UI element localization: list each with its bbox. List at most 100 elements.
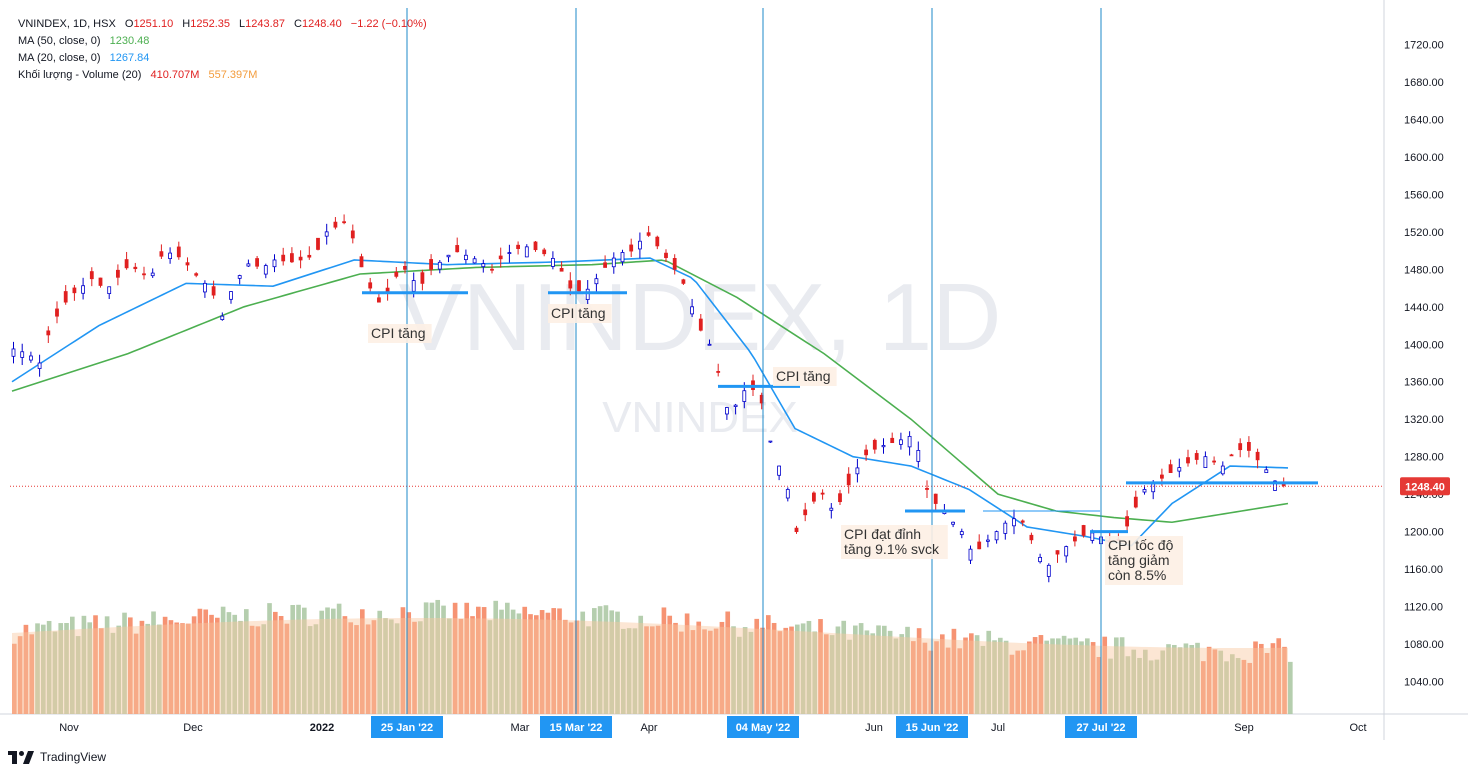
- low-label: L: [239, 18, 246, 30]
- volume-bar: [702, 629, 707, 714]
- volume-bar: [151, 611, 156, 714]
- volume-bar: [191, 616, 197, 714]
- candle: [916, 450, 921, 462]
- open-value: 1251.10: [133, 18, 174, 30]
- x-tick-label: Jul: [991, 722, 1005, 734]
- volume-bar: [754, 618, 760, 714]
- annotation-text: tăng giảm: [1108, 552, 1169, 568]
- candle: [1229, 454, 1234, 457]
- volume-bar: [974, 635, 980, 714]
- candle: [690, 306, 694, 315]
- candle: [359, 256, 364, 268]
- candle: [1081, 525, 1086, 536]
- volume-bar: [104, 616, 110, 714]
- volume-bar: [777, 631, 783, 714]
- volume-bar: [684, 613, 690, 714]
- volume-bar: [870, 633, 876, 714]
- volume-bar: [719, 621, 725, 714]
- event-markers: 25 Jan '22 CPI tăng 15 Mar '22 CPI tăng 04 M…: [362, 8, 1183, 738]
- candle: [638, 240, 642, 250]
- volume-bar: [238, 620, 243, 714]
- volume-bar: [365, 624, 371, 714]
- volume-bar: [545, 612, 551, 714]
- volume-bar: [661, 607, 667, 714]
- volume-bar: [1172, 644, 1177, 714]
- candle: [124, 259, 129, 269]
- candle: [185, 262, 190, 266]
- candle: [594, 278, 599, 285]
- candle: [490, 268, 494, 271]
- volume-bar: [197, 608, 203, 714]
- volume-bar: [273, 611, 278, 714]
- volume-bar: [528, 614, 533, 714]
- candle: [794, 527, 799, 533]
- volume-bar: [452, 602, 458, 714]
- tradingview-logo[interactable]: TradingView: [8, 750, 106, 764]
- volume-bar: [1253, 641, 1258, 714]
- y-tick-label: 1280.00: [1404, 452, 1444, 464]
- volume-bar: [1038, 635, 1044, 714]
- volume-bar: [580, 611, 586, 714]
- y-tick-label: 1640.00: [1404, 114, 1444, 126]
- volume-bar: [1137, 657, 1142, 714]
- candle: [1046, 564, 1051, 577]
- candle: [1220, 465, 1225, 475]
- candle: [176, 246, 181, 258]
- volume-bar: [638, 615, 644, 714]
- volume-bar: [1264, 652, 1270, 714]
- volume-bar: [1003, 640, 1009, 714]
- volume-bar: [493, 600, 499, 714]
- volume-bar: [841, 620, 847, 714]
- volume-bar: [215, 617, 220, 714]
- volume-bar: [209, 614, 214, 714]
- volume-bar: [307, 626, 313, 714]
- candle: [168, 252, 173, 260]
- candle: [959, 531, 964, 535]
- y-tick-label: 1160.00: [1404, 564, 1443, 576]
- candle: [524, 246, 529, 258]
- annotation-bg: [368, 324, 432, 343]
- event-date-label: 15 Mar '22: [550, 722, 603, 734]
- candle: [342, 221, 347, 224]
- volume-bar: [969, 633, 974, 714]
- volume-bar: [1114, 637, 1119, 714]
- candle: [1177, 467, 1182, 472]
- change-value: −1.22 (−0.10%): [350, 18, 427, 30]
- volume-bar: [319, 610, 325, 714]
- volume-bar: [708, 630, 713, 714]
- event-date-label: 15 Jun '22: [906, 722, 959, 734]
- candle: [1073, 536, 1077, 542]
- candle: [202, 282, 207, 293]
- x-tick-label: Apr: [640, 722, 657, 734]
- volume-bar: [957, 648, 963, 714]
- candle: [237, 275, 242, 279]
- candle: [559, 267, 564, 272]
- volume-bar: [261, 624, 267, 714]
- volume-bar: [1027, 641, 1032, 714]
- annotation-text: còn 8.5%: [1108, 567, 1166, 583]
- volume-bar: [1119, 637, 1125, 714]
- event-date-badge: [727, 716, 799, 738]
- candle: [899, 439, 903, 445]
- event-date-badge: [896, 716, 968, 738]
- volume-bar: [725, 611, 731, 714]
- volume-bar: [928, 650, 934, 714]
- volume-bar: [64, 622, 69, 714]
- candle: [620, 252, 625, 263]
- volume-bar: [766, 615, 771, 714]
- volume-bar: [916, 628, 922, 714]
- x-tick-label: 2022: [310, 722, 334, 734]
- volume-bar: [1177, 647, 1183, 714]
- candle: [820, 492, 825, 495]
- branding-text: TradingView: [40, 750, 107, 764]
- candle: [28, 355, 33, 361]
- volume-label: Khối lượng - Volume (20): [18, 69, 142, 81]
- candle: [481, 263, 486, 268]
- volume-bar: [162, 616, 168, 714]
- volume-bar: [771, 622, 777, 714]
- volume-bar: [1108, 658, 1113, 714]
- candle: [1247, 441, 1251, 451]
- volume-bar: [1056, 638, 1061, 714]
- candle: [725, 407, 729, 415]
